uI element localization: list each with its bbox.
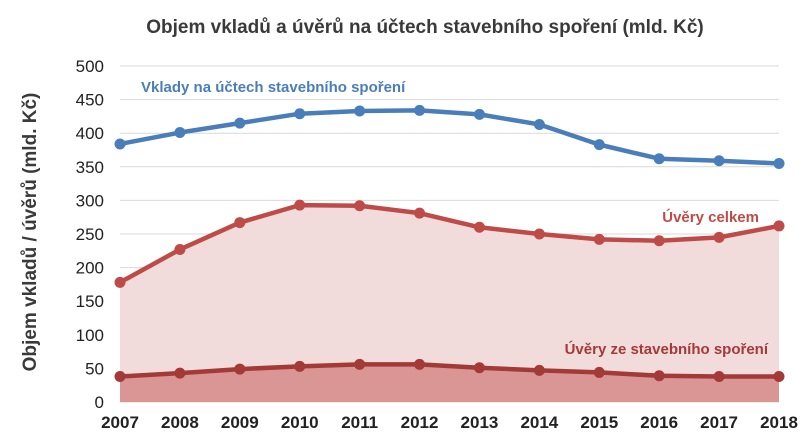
x-tick-label: 2018 xyxy=(760,413,798,432)
series-label-3: Úvěry ze stavebního spoření xyxy=(565,340,769,358)
data-point xyxy=(354,200,366,212)
x-tick-label: 2010 xyxy=(281,413,319,432)
x-tick-label: 2014 xyxy=(520,413,558,432)
series-area-2 xyxy=(120,205,779,402)
data-point xyxy=(114,276,126,288)
data-point xyxy=(414,104,426,116)
x-tick-label: 2009 xyxy=(221,413,259,432)
data-point xyxy=(294,108,306,120)
data-point xyxy=(773,157,785,169)
y-axis-ticks: 0 50 100 150 200 250 300 350 400 450 500 xyxy=(76,57,104,412)
y-tick-label: 400 xyxy=(76,124,104,143)
data-point xyxy=(354,358,366,370)
data-point xyxy=(114,138,126,150)
y-tick-label: 150 xyxy=(76,292,104,311)
y-tick-label: 200 xyxy=(76,259,104,278)
series-line-3 xyxy=(117,362,782,379)
y-tick-label: 50 xyxy=(85,359,104,378)
x-tick-label: 2015 xyxy=(580,413,618,432)
chart-title: Objem vkladů a úvěrů na účtech stavebníh… xyxy=(146,17,703,38)
data-point xyxy=(713,155,725,167)
data-point xyxy=(533,118,545,130)
y-tick-label: 350 xyxy=(76,158,104,177)
x-tick-label: 2007 xyxy=(101,413,139,432)
data-point xyxy=(473,108,485,120)
x-tick-label: 2017 xyxy=(700,413,738,432)
data-point xyxy=(414,207,426,219)
data-point xyxy=(354,105,366,117)
data-point xyxy=(593,366,605,378)
data-points xyxy=(114,104,785,382)
data-point xyxy=(653,235,665,247)
data-point xyxy=(234,217,246,229)
data-point xyxy=(294,199,306,211)
data-point xyxy=(773,370,785,382)
data-point xyxy=(713,231,725,243)
data-point xyxy=(533,228,545,240)
data-point xyxy=(593,233,605,245)
y-tick-label: 500 xyxy=(76,57,104,76)
data-point xyxy=(713,370,725,382)
series-lines xyxy=(117,108,782,379)
x-tick-label: 2013 xyxy=(461,413,499,432)
series-line-1 xyxy=(117,108,782,166)
x-tick-label: 2012 xyxy=(401,413,439,432)
y-tick-label: 300 xyxy=(76,191,104,210)
data-point xyxy=(473,362,485,374)
x-tick-label: 2008 xyxy=(161,413,199,432)
y-tick-label: 100 xyxy=(76,326,104,345)
data-point xyxy=(174,127,186,139)
y-axis-label: Objem vkladů / úvěrů (mld. Kč) xyxy=(20,93,41,372)
series-line-2 xyxy=(117,202,782,285)
data-point xyxy=(114,370,126,382)
y-tick-label: 0 xyxy=(95,393,104,412)
data-point xyxy=(414,358,426,370)
data-point xyxy=(473,221,485,233)
data-point xyxy=(234,117,246,129)
data-point xyxy=(234,363,246,375)
data-point xyxy=(653,153,665,165)
series-label-2: Úvěry celkem xyxy=(662,208,759,226)
series-labels: Vklady na účtech stavebního spoření Úvěry… xyxy=(141,79,769,358)
data-point xyxy=(294,360,306,372)
data-point xyxy=(653,370,665,382)
data-point xyxy=(533,364,545,376)
data-point xyxy=(773,220,785,232)
y-tick-label: 250 xyxy=(76,225,104,244)
data-point xyxy=(593,139,605,151)
series-label-1: Vklady na účtech stavebního spoření xyxy=(141,79,406,96)
data-point xyxy=(174,367,186,379)
x-tick-label: 2011 xyxy=(341,413,378,432)
y-tick-label: 450 xyxy=(76,91,104,110)
x-axis-ticks: 2007 2008 2009 2010 2011 2012 2013 2014 2015 2016… xyxy=(101,413,798,432)
x-tick-label: 2016 xyxy=(640,413,678,432)
data-point xyxy=(174,243,186,255)
